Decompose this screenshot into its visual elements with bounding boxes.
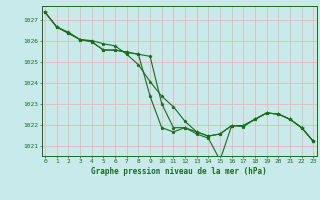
X-axis label: Graphe pression niveau de la mer (hPa): Graphe pression niveau de la mer (hPa): [91, 167, 267, 176]
